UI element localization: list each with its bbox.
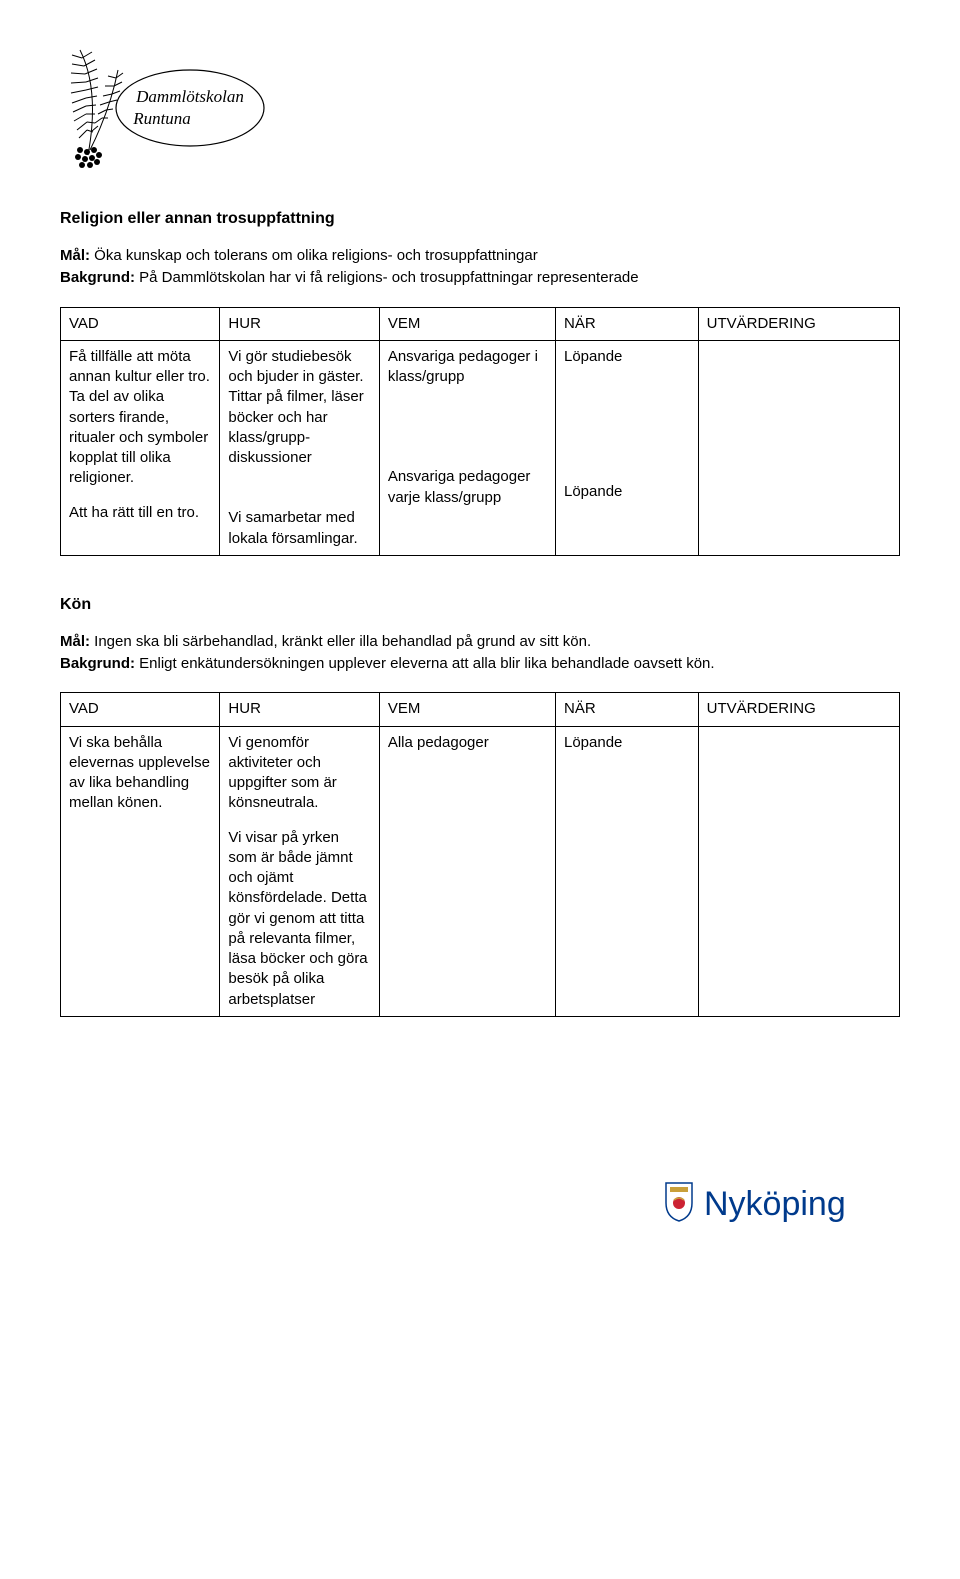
th-vad: VAD bbox=[61, 693, 220, 726]
cell-hur: Vi genomför aktiviteter och uppgifter so… bbox=[220, 726, 379, 1016]
cell-text: Ansvariga pedagoger varje klass/grupp bbox=[388, 467, 547, 508]
section2-intro: Mål: Ingen ska bli särbehandlad, kränkt … bbox=[60, 632, 900, 675]
cell-text: Löpande bbox=[564, 733, 690, 753]
footer-logo: Nyköping bbox=[60, 1177, 900, 1231]
cell-text: Ansvariga pedagoger i klass/grupp bbox=[388, 347, 547, 388]
th-hur: HUR bbox=[220, 693, 379, 726]
th-nar: NÄR bbox=[556, 307, 699, 340]
bakgrund-text: På Dammlötskolan har vi få religions- oc… bbox=[135, 269, 639, 286]
logo-line2: Runtuna bbox=[132, 109, 191, 128]
mal-text: Ingen ska bli särbehandlad, kränkt eller… bbox=[90, 633, 591, 650]
bakgrund-text: Enligt enkätundersökningen upplever elev… bbox=[135, 655, 715, 672]
cell-hur: Vi gör studiebesök och bjuder in gäster.… bbox=[220, 340, 379, 555]
logo-line1: Dammlötskolan bbox=[135, 87, 244, 106]
section1-table: VAD HUR VEM NÄR UTVÄRDERING Få tillfälle… bbox=[60, 307, 900, 556]
cell-text: Alla pedagoger bbox=[388, 733, 547, 753]
table-header-row: VAD HUR VEM NÄR UTVÄRDERING bbox=[61, 307, 900, 340]
cell-nar: Löpande bbox=[556, 726, 699, 1016]
cell-text: Vi genomför aktiviteter och uppgifter so… bbox=[228, 733, 370, 814]
th-nar: NÄR bbox=[556, 693, 699, 726]
th-vem: VEM bbox=[379, 307, 555, 340]
cell-vem: Ansvariga pedagoger i klass/grupp Ansvar… bbox=[379, 340, 555, 555]
section2-table: VAD HUR VEM NÄR UTVÄRDERING Vi ska behål… bbox=[60, 692, 900, 1017]
cell-text: Löpande bbox=[564, 482, 690, 502]
cell-text: Vi samarbetar med lokala församlingar. bbox=[228, 508, 370, 549]
cell-text: Vi gör studiebesök och bjuder in gäster.… bbox=[228, 347, 370, 469]
cell-utv bbox=[698, 726, 899, 1016]
th-hur: HUR bbox=[220, 307, 379, 340]
cell-vem: Alla pedagoger bbox=[379, 726, 555, 1016]
cell-text: Få tillfälle att möta annan kultur eller… bbox=[69, 347, 211, 489]
th-utv: UTVÄRDERING bbox=[698, 693, 899, 726]
footer-text: Nyköping bbox=[704, 1185, 846, 1223]
th-utv: UTVÄRDERING bbox=[698, 307, 899, 340]
cell-text: Löpande bbox=[564, 347, 690, 367]
cell-vad: Vi ska behålla elevernas upplevelse av l… bbox=[61, 726, 220, 1016]
bakgrund-label: Bakgrund: bbox=[60, 269, 135, 286]
header-logo: Dammlötskolan Runtuna bbox=[60, 40, 900, 170]
table-row: Få tillfälle att möta annan kultur eller… bbox=[61, 340, 900, 555]
cell-text: Vi ska behålla elevernas upplevelse av l… bbox=[69, 733, 211, 814]
section1-intro: Mål: Öka kunskap och tolerans om olika r… bbox=[60, 246, 900, 289]
cell-vad: Få tillfälle att möta annan kultur eller… bbox=[61, 340, 220, 555]
th-vad: VAD bbox=[61, 307, 220, 340]
mal-label: Mål: bbox=[60, 247, 90, 264]
mal-label: Mål: bbox=[60, 633, 90, 650]
section2-title: Kön bbox=[60, 596, 900, 614]
cell-nar: Löpande Löpande bbox=[556, 340, 699, 555]
cell-text: Att ha rätt till en tro. bbox=[69, 503, 211, 523]
section1-title: Religion eller annan trosuppfattning bbox=[60, 210, 900, 228]
cell-text: Vi visar på yrken som är både jämnt och … bbox=[228, 828, 370, 1010]
mal-text: Öka kunskap och tolerans om olika religi… bbox=[90, 247, 538, 264]
table-header-row: VAD HUR VEM NÄR UTVÄRDERING bbox=[61, 693, 900, 726]
cell-utv bbox=[698, 340, 899, 555]
th-vem: VEM bbox=[379, 693, 555, 726]
bakgrund-label: Bakgrund: bbox=[60, 655, 135, 672]
table-row: Vi ska behålla elevernas upplevelse av l… bbox=[61, 726, 900, 1016]
